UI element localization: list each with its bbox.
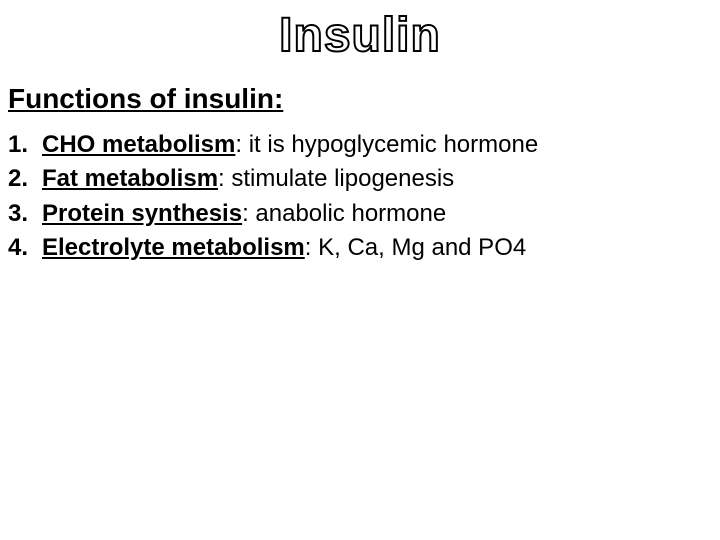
list-rest: : K, Ca, Mg and PO4 <box>305 234 526 261</box>
list-number: 4. <box>8 232 38 264</box>
list-item: 2. Fat metabolism: stimulate lipogenesis <box>8 163 720 195</box>
list-term: Protein synthesis <box>42 200 242 227</box>
list-item: 4. Electrolyte metabolism: K, Ca, Mg and… <box>8 232 720 264</box>
list-content: Protein synthesis: anabolic hormone <box>38 198 446 230</box>
section-subtitle: Functions of insulin: <box>8 83 720 115</box>
list-rest: : it is hypoglycemic hormone <box>235 131 538 158</box>
list-rest: : anabolic hormone <box>242 200 446 227</box>
list-item: 3. Protein synthesis: anabolic hormone <box>8 198 720 230</box>
list-number: 3. <box>8 198 38 230</box>
page-title: Insulin <box>279 8 441 63</box>
list-item: 1. CHO metabolism: it is hypoglycemic ho… <box>8 129 720 161</box>
subtitle-text: Functions of insulin: <box>8 83 283 114</box>
list-content: Electrolyte metabolism: K, Ca, Mg and PO… <box>38 232 526 264</box>
list-content: CHO metabolism: it is hypoglycemic hormo… <box>38 129 538 161</box>
list-term: Fat metabolism <box>42 165 218 192</box>
list-content: Fat metabolism: stimulate lipogenesis <box>38 163 454 195</box>
list-term: Electrolyte metabolism <box>42 234 305 261</box>
list-number: 2. <box>8 163 38 195</box>
list-rest: : stimulate lipogenesis <box>218 165 454 192</box>
functions-list: 1. CHO metabolism: it is hypoglycemic ho… <box>8 129 720 265</box>
list-number: 1. <box>8 129 38 161</box>
list-term: CHO metabolism <box>42 131 235 158</box>
title-text: Insulin <box>279 9 441 62</box>
